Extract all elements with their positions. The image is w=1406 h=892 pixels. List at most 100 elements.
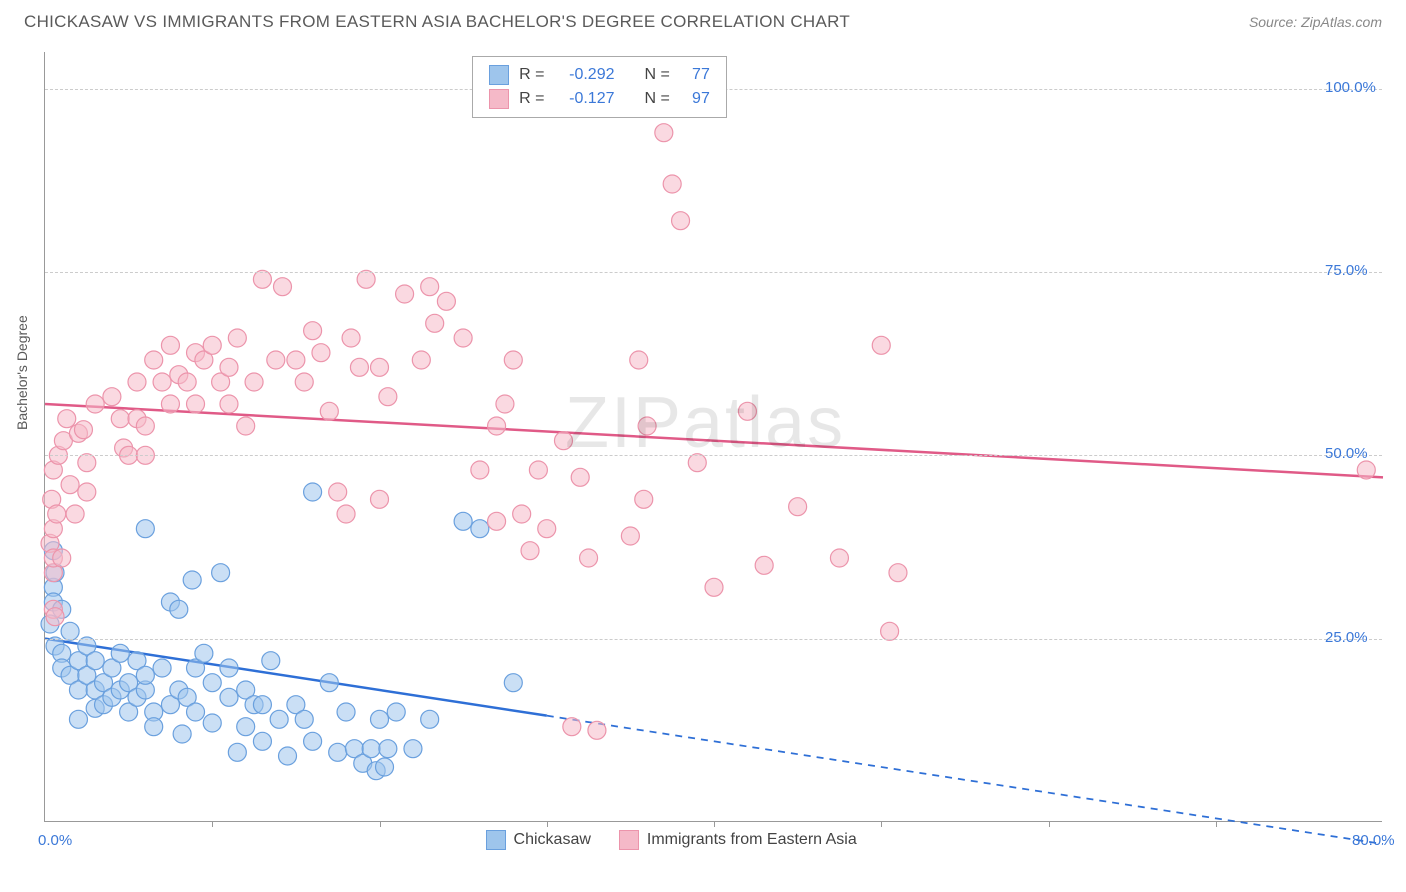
data-point [253,696,271,714]
data-point [454,512,472,530]
data-point [655,124,673,142]
data-point [663,175,681,193]
data-point [412,351,430,369]
legend-swatch [489,89,509,109]
data-point [357,270,375,288]
data-point [86,395,104,413]
y-tick-label: 100.0% [1325,79,1376,96]
legend-item: Immigrants from Eastern Asia [619,830,857,850]
n-value: 77 [680,66,710,84]
data-point [287,351,305,369]
data-point [755,556,773,574]
data-point [630,351,648,369]
data-point [111,410,129,428]
data-point [1357,461,1375,479]
correlation-row: R =-0.127N =97 [489,87,710,111]
data-point [638,417,656,435]
data-point [454,329,472,347]
data-point [111,644,129,662]
data-point [161,336,179,354]
source-name: ZipAtlas.com [1301,14,1382,30]
data-point [304,483,322,501]
data-point [161,395,179,413]
data-point [195,644,213,662]
x-tick [380,821,381,827]
data-point [220,688,238,706]
data-point [881,622,899,640]
data-point [580,549,598,567]
x-tick [881,821,882,827]
data-point [571,468,589,486]
data-point [53,549,71,567]
data-point [262,652,280,670]
data-point [504,674,522,692]
data-point [362,740,380,758]
data-point [471,520,489,538]
data-point [688,454,706,472]
data-point [228,743,246,761]
data-point [496,395,514,413]
y-tick-label: 75.0% [1325,262,1368,279]
data-point [253,270,271,288]
data-point [86,652,104,670]
regression-line [45,404,1383,477]
data-point [78,483,96,501]
data-point [203,674,221,692]
chart-plot-area: ZIPatlas 25.0%50.0%75.0%100.0% [44,52,1382,822]
data-point [521,542,539,560]
legend-swatch [489,65,509,85]
data-point [621,527,639,545]
data-point [371,710,389,728]
data-point [237,417,255,435]
data-point [58,410,76,428]
data-point [203,336,221,354]
series-legend: ChickasawImmigrants from Eastern Asia [486,830,857,850]
data-point [228,329,246,347]
data-point [563,718,581,736]
data-point [554,432,572,450]
n-value: 97 [680,90,710,108]
legend-swatch [486,830,506,850]
data-point [426,314,444,332]
gridline [45,272,1382,273]
data-point [588,721,606,739]
data-point [145,351,163,369]
data-point [48,505,66,523]
data-point [183,571,201,589]
r-label: R = [519,66,544,84]
data-point [74,421,92,439]
data-point [337,703,355,721]
data-point [153,659,171,677]
data-point [187,703,205,721]
data-point [379,740,397,758]
data-point [136,417,154,435]
r-value: -0.127 [555,90,615,108]
n-label: N = [645,90,670,108]
y-tick-label: 50.0% [1325,445,1368,462]
data-point [738,402,756,420]
chart-title: CHICKASAW VS IMMIGRANTS FROM EASTERN ASI… [24,12,850,32]
x-tick [212,821,213,827]
data-point [320,402,338,420]
data-point [371,358,389,376]
data-point [488,417,506,435]
data-point [220,358,238,376]
x-origin-label: 0.0% [38,832,72,849]
data-point [312,344,330,362]
data-point [153,373,171,391]
data-point [237,718,255,736]
data-point [220,659,238,677]
regression-line-dashed [547,716,1383,844]
data-point [295,373,313,391]
data-point [504,351,522,369]
data-point [872,336,890,354]
data-point [471,461,489,479]
data-point [342,329,360,347]
correlation-row: R =-0.292N =77 [489,63,710,87]
data-point [61,622,79,640]
y-tick-label: 25.0% [1325,629,1368,646]
n-label: N = [645,66,670,84]
source-credit: Source: ZipAtlas.com [1249,14,1382,30]
data-point [538,520,556,538]
data-point [371,490,389,508]
